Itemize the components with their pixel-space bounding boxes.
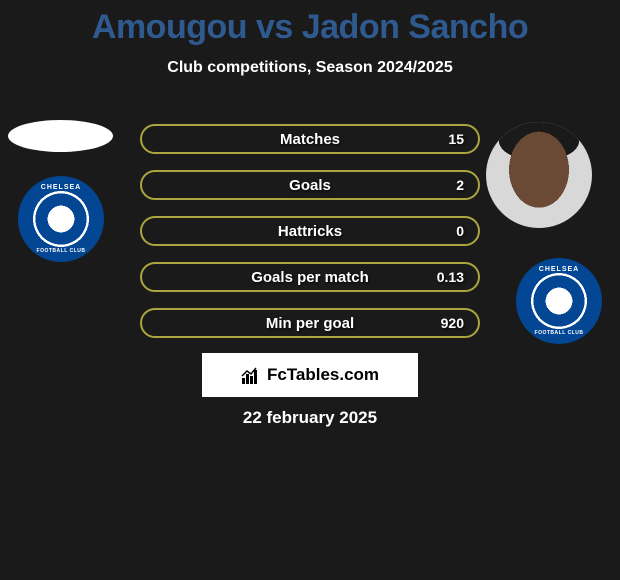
stat-right-value: 2 (456, 177, 464, 193)
page-title: Amougou vs Jadon Sancho (0, 0, 620, 47)
player-right-face (486, 122, 592, 228)
chelsea-badge-icon (18, 176, 104, 262)
player-left-avatar (8, 120, 113, 152)
stat-label: Goals (289, 177, 331, 194)
brand-label: FcTables.com (267, 365, 379, 385)
stat-label: Min per goal (266, 315, 354, 332)
stat-row: Hattricks 0 (140, 216, 480, 246)
stat-right-value: 15 (448, 131, 464, 147)
chelsea-badge-icon (516, 258, 602, 344)
stat-row: Min per goal 920 (140, 308, 480, 338)
stats-container: Matches 15 Goals 2 Hattricks 0 Goals per… (140, 124, 480, 354)
stat-right-value: 0 (456, 223, 464, 239)
player-right-club-badge (516, 258, 602, 344)
stat-row: Goals per match 0.13 (140, 262, 480, 292)
stat-right-value: 0.13 (437, 269, 464, 285)
player-left-club-badge (18, 176, 104, 262)
stat-label: Goals per match (251, 269, 369, 286)
stat-label: Matches (280, 131, 340, 148)
subtitle: Club competitions, Season 2024/2025 (0, 59, 620, 77)
brand-box[interactable]: FcTables.com (202, 353, 418, 397)
stat-row: Matches 15 (140, 124, 480, 154)
stat-row: Goals 2 (140, 170, 480, 200)
stat-label: Hattricks (278, 223, 342, 240)
stat-right-value: 920 (441, 315, 464, 331)
player-right-avatar (486, 122, 592, 228)
bar-chart-icon (241, 366, 261, 384)
date-label: 22 february 2025 (0, 408, 620, 428)
